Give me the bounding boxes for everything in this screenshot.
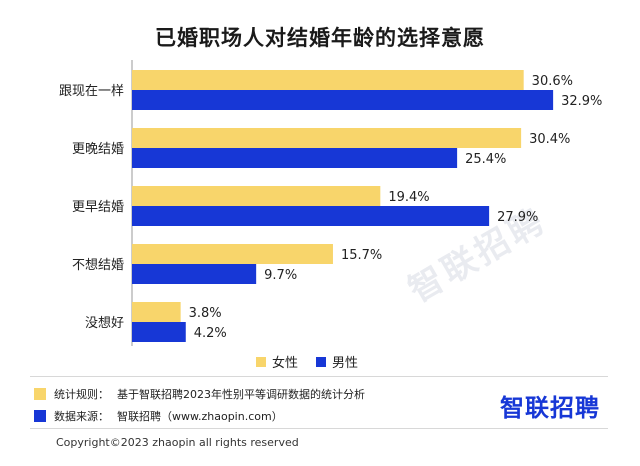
divider-bottom xyxy=(30,428,608,429)
data-label-male: 4.2% xyxy=(194,326,227,341)
note-rule-swatch xyxy=(34,388,46,400)
chart-title: 已婚职场人对结婚年龄的选择意愿 xyxy=(155,26,485,50)
legend-item-male: 男性 xyxy=(316,352,358,371)
bar-female xyxy=(132,244,333,264)
bar-female xyxy=(132,186,381,206)
bar-male xyxy=(132,90,554,110)
bar-female xyxy=(132,128,522,148)
category-label: 没想好 xyxy=(85,315,124,331)
bar-chart: 跟现在一样 30.6% 32.9% 更晚结婚 30.4% 25.4% 更早结婚 19.4% 27… xyxy=(59,60,602,346)
note-rule-text: 基于智联招聘2023年性别平等调研数据的统计分析 xyxy=(117,388,365,401)
divider-top xyxy=(30,376,608,377)
data-label-female: 19.4% xyxy=(388,190,429,205)
bar-female xyxy=(132,302,181,322)
bar-male xyxy=(132,206,490,226)
note-source-text: 智联招聘（www.zhaopin.com） xyxy=(117,410,283,423)
legend-swatch-female xyxy=(256,356,266,367)
data-label-male: 25.4% xyxy=(465,152,506,167)
bar-male xyxy=(132,264,257,284)
note-source-label: 数据来源： xyxy=(54,410,109,423)
data-label-female: 30.6% xyxy=(532,74,573,89)
category-label: 更晚结婚 xyxy=(72,142,124,157)
category-label: 更早结婚 xyxy=(72,200,124,215)
data-label-male: 9.7% xyxy=(264,268,297,283)
note-rule-label: 统计规则： xyxy=(54,388,109,401)
legend-swatch-male xyxy=(316,356,327,367)
brand-logo: 智联招聘 xyxy=(500,394,600,422)
data-label-female: 30.4% xyxy=(529,132,570,147)
category-label: 跟现在一样 xyxy=(59,84,124,99)
legend: 女性 男性 xyxy=(256,352,358,371)
data-label-male: 32.9% xyxy=(561,94,602,109)
data-label-female: 15.7% xyxy=(341,248,382,263)
bar-male xyxy=(132,148,458,168)
legend-label-female: 女性 xyxy=(272,356,299,371)
data-label-female: 3.8% xyxy=(189,306,222,321)
note-source: 数据来源： 智联招聘（www.zhaopin.com） xyxy=(34,405,365,427)
legend-label-male: 男性 xyxy=(332,356,359,371)
data-label-male: 27.9% xyxy=(497,210,538,225)
copyright: Copyright©2023 zhaopin all rights reserv… xyxy=(56,436,299,449)
legend-item-female: 女性 xyxy=(256,352,298,371)
category-label: 不想结婚 xyxy=(72,257,124,273)
notes: 统计规则： 基于智联招聘2023年性别平等调研数据的统计分析 数据来源： 智联招… xyxy=(34,383,365,427)
note-source-swatch xyxy=(34,410,46,422)
bar-male xyxy=(132,322,186,342)
note-rule: 统计规则： 基于智联招聘2023年性别平等调研数据的统计分析 xyxy=(34,383,365,405)
bar-female xyxy=(132,70,524,90)
